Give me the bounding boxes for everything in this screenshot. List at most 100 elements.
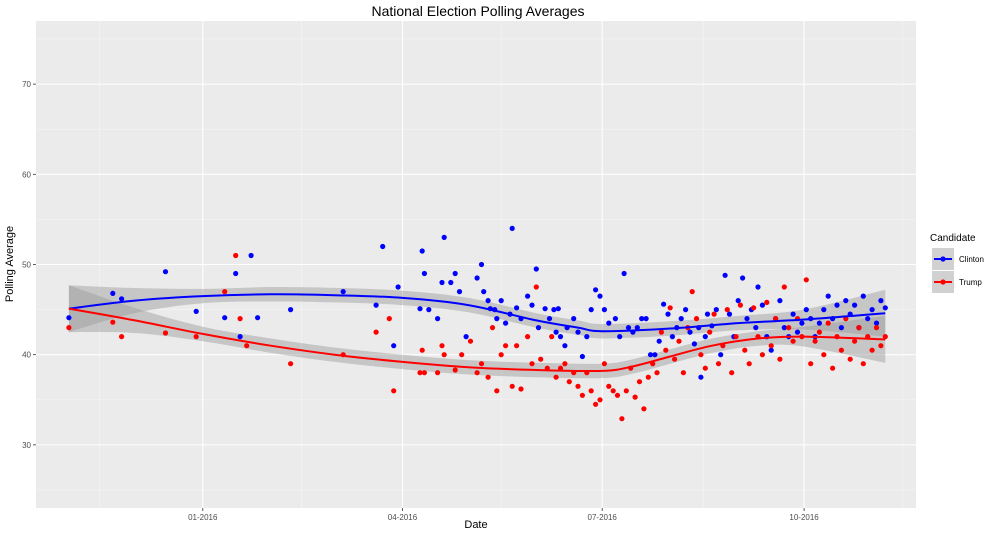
data-point-trump	[110, 319, 116, 325]
x-axis-ticks: 01-2016 04-2016 07-2016 10-2016	[188, 508, 819, 522]
data-point-trump	[421, 370, 427, 376]
data-point-clinton	[704, 311, 711, 317]
data-point-clinton	[571, 316, 577, 322]
data-point-clinton	[233, 270, 239, 277]
data-point-clinton	[790, 311, 796, 317]
data-point-trump	[162, 330, 169, 336]
data-point-clinton	[726, 311, 733, 317]
data-point-trump	[619, 416, 625, 422]
data-point-trump	[439, 343, 445, 349]
data-point-trump	[391, 388, 397, 394]
data-point-clinton	[66, 315, 72, 321]
data-point-clinton	[740, 275, 746, 281]
data-point-trump	[878, 343, 884, 349]
data-point-trump	[193, 334, 199, 340]
data-point-trump	[869, 347, 875, 353]
data-point-trump	[702, 365, 708, 371]
data-point-trump	[562, 361, 568, 367]
data-point-clinton	[222, 315, 228, 321]
data-point-trump	[882, 334, 888, 340]
y-tick-label: 60	[22, 170, 31, 179]
data-point-clinton	[514, 305, 520, 311]
data-point-trump	[812, 338, 818, 344]
data-point-trump	[707, 329, 713, 335]
data-point-trump	[658, 329, 665, 335]
data-point-clinton	[713, 307, 719, 313]
data-point-clinton	[435, 316, 441, 322]
data-point-trump	[873, 325, 880, 331]
y-tick-label: 50	[22, 261, 31, 270]
data-point-trump	[672, 356, 678, 362]
data-point-trump	[768, 343, 774, 349]
data-point-clinton	[162, 269, 169, 275]
data-point-trump	[509, 383, 515, 389]
data-point-trump	[764, 299, 770, 305]
data-point-clinton	[478, 261, 485, 268]
data-point-clinton	[248, 252, 254, 259]
data-point-trump	[601, 361, 608, 367]
data-point-trump	[452, 367, 458, 373]
data-point-trump	[830, 365, 836, 371]
data-point-trump	[715, 361, 722, 367]
data-point-clinton	[584, 334, 590, 340]
data-point-clinton	[391, 343, 397, 349]
legend-label-clinton: Clinton	[959, 255, 984, 264]
data-point-clinton	[503, 320, 509, 326]
data-point-trump	[641, 406, 647, 412]
data-point-trump	[419, 347, 425, 353]
data-point-trump	[514, 343, 520, 349]
data-point-clinton	[698, 374, 704, 380]
data-point-clinton	[555, 306, 561, 312]
major-gridlines	[36, 21, 916, 508]
data-point-clinton	[193, 308, 199, 314]
data-point-clinton	[498, 298, 504, 304]
data-point-clinton	[119, 296, 125, 302]
data-point-clinton	[110, 290, 116, 296]
legend: Candidate Clinton Trump	[930, 233, 984, 293]
data-point-trump	[790, 338, 796, 344]
data-point-clinton	[340, 289, 346, 295]
data-point-trump	[610, 388, 616, 394]
y-tick-label: 40	[22, 351, 31, 360]
data-point-clinton	[553, 329, 559, 335]
data-point-clinton	[380, 243, 386, 250]
data-point-trump	[667, 305, 673, 311]
data-points	[66, 225, 888, 422]
data-point-trump	[680, 370, 687, 376]
data-point-trump	[856, 325, 862, 331]
confidence-band-trump	[68, 285, 886, 379]
data-point-trump	[237, 316, 243, 322]
data-point-trump	[786, 325, 792, 331]
data-point-clinton	[816, 320, 823, 326]
data-point-clinton	[456, 289, 463, 295]
data-point-clinton	[744, 316, 750, 322]
data-point-trump	[751, 305, 757, 311]
data-point-clinton	[546, 316, 553, 322]
chart-title: National Election Polling Averages	[372, 3, 585, 19]
data-point-trump	[729, 370, 735, 376]
data-point-clinton	[860, 293, 866, 299]
data-point-clinton	[288, 307, 294, 313]
data-point-clinton	[621, 270, 627, 277]
data-point-trump	[737, 302, 744, 308]
data-point-trump	[441, 352, 447, 358]
data-point-trump	[773, 316, 779, 322]
data-point-clinton	[799, 320, 805, 326]
data-point-clinton	[474, 275, 480, 281]
x-tick-label: 04-2016	[388, 513, 418, 522]
data-point-trump	[632, 394, 638, 400]
data-point-trump	[623, 388, 629, 394]
trend-line-trump	[68, 307, 886, 373]
trend-lines	[68, 293, 886, 373]
data-point-clinton	[575, 329, 581, 335]
data-point-clinton	[834, 302, 840, 308]
data-point-trump	[808, 361, 814, 367]
data-point-clinton	[551, 307, 557, 313]
data-point-trump	[825, 320, 831, 326]
data-point-trump	[459, 352, 465, 358]
data-point-trump	[816, 329, 823, 335]
data-point-trump	[498, 352, 504, 358]
data-point-trump	[489, 325, 496, 331]
data-point-clinton	[439, 279, 445, 286]
